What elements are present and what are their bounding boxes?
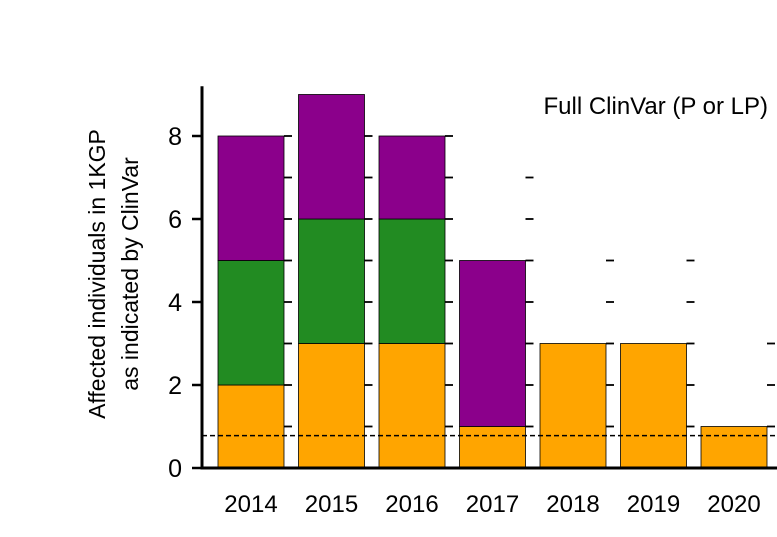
bar-2015-green — [298, 218, 365, 344]
bar-2016-green — [378, 218, 446, 344]
x-tick-label-2020: 2020 — [707, 491, 760, 518]
y-tick-label-2: 2 — [168, 372, 182, 400]
bar-2014-purple — [217, 135, 285, 261]
y-axis-label-line-2: as indicated by ClinVar — [117, 157, 143, 391]
x-tick-labels: 2014 2015 2016 2017 2018 2019 2020 — [224, 491, 760, 518]
y-ticks: 0 2 4 6 8 — [168, 123, 202, 483]
bar-2014-green — [217, 260, 285, 386]
y-tick-label-6: 6 — [168, 206, 182, 234]
bar-2017-purple — [459, 260, 526, 427]
bar-2017-orange — [459, 426, 526, 469]
x-tick-label-2014: 2014 — [224, 491, 277, 518]
x-tick-label-2019: 2019 — [627, 491, 680, 518]
y-tick-label-0: 0 — [168, 455, 182, 483]
x-tick-label-2016: 2016 — [385, 491, 438, 518]
chart-title: Full ClinVar (P or LP) — [543, 93, 768, 120]
bar-side-ticks — [284, 135, 775, 428]
bar-2019-orange — [620, 343, 687, 469]
bar-2018-orange — [539, 343, 607, 469]
x-tick-label-2017: 2017 — [466, 491, 519, 518]
bar-2016-purple — [378, 135, 446, 220]
bar-2015-orange — [298, 343, 365, 469]
bar-2015-purple — [298, 94, 365, 220]
x-tick-label-2015: 2015 — [305, 491, 358, 518]
bar-2014-orange — [217, 384, 285, 469]
bar-2020-orange — [700, 426, 768, 469]
y-tick-label-4: 4 — [168, 289, 182, 317]
bar-2016-orange — [378, 343, 446, 469]
y-axis-label-line-1: Affected individuals in 1KGP — [84, 129, 110, 419]
bars-layer — [217, 94, 768, 469]
y-tick-label-8: 8 — [168, 123, 182, 151]
x-tick-label-2018: 2018 — [546, 491, 599, 518]
